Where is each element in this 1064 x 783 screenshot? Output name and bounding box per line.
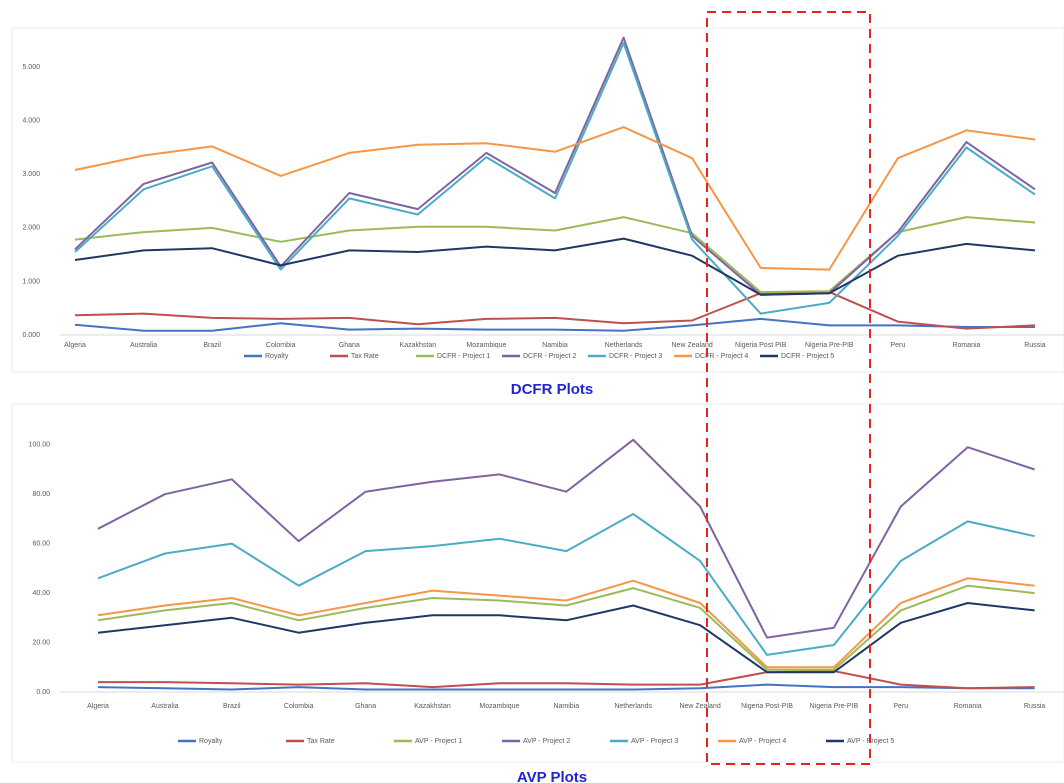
legend-label: AVP - Project 4 (739, 738, 786, 745)
x-tick-label: Mozambique (466, 342, 506, 349)
charts: 0.000 1.000 2.000 3.000 4.000 5.000 Algeria Aus… (22, 36, 1064, 783)
x-tick-label: New Zealand (672, 342, 713, 349)
series-line (74, 126, 1036, 271)
x-tick-label: Australia (130, 342, 157, 349)
y-tick-label: 4.000 (22, 118, 40, 125)
series-line (98, 670, 1035, 690)
series-line (97, 513, 1035, 656)
series-line (97, 602, 1035, 674)
series-line (74, 36, 1036, 296)
legend-label: AVP - Project 2 (523, 738, 570, 745)
y-tick-label: 40.00 (32, 590, 50, 597)
series-line (74, 291, 1036, 330)
legend-label: Tax Rate (307, 738, 335, 745)
x-tick-label: Netherlands (605, 342, 643, 349)
x-tick-label: Nigeria Post PIB (735, 342, 787, 349)
legend-label: Tax Rate (351, 353, 379, 360)
legend-label: DCFR - Project 4 (695, 353, 748, 360)
y-tick-label: 60.00 (32, 540, 50, 547)
x-tick-label: Nigeria Post-PIB (741, 703, 793, 710)
legend-label: DCFR - Project 1 (437, 353, 490, 360)
series-line (97, 683, 1035, 691)
x-tick-label: Namibia (542, 342, 568, 349)
x-tick-label: Russia (1024, 342, 1046, 349)
x-tick-label: Australia (151, 703, 178, 710)
x-tick-label: Colombia (284, 703, 314, 710)
series-line (97, 584, 1035, 671)
x-tick-label: Russia (1024, 703, 1046, 710)
x-tick-label: Algeria (64, 342, 86, 349)
x-tick-label: Nigeria Pre-PIB (805, 342, 854, 349)
x-tick-label: Algeria (87, 703, 109, 710)
x-tick-label: Mozambique (479, 703, 519, 710)
series-line (74, 42, 1036, 315)
legend-label: AVP - Project 3 (631, 738, 678, 745)
x-tick-label: Nigeria Pre-PIB (810, 703, 859, 710)
y-tick-label: 5.000 (22, 64, 40, 71)
x-tick-label: Romania (952, 342, 980, 349)
x-tick-label: Peru (890, 342, 905, 349)
chart-panel (11, 403, 1064, 763)
y-tick-label: 20.00 (32, 639, 50, 646)
chart-panel (11, 27, 1064, 373)
legend-label: AVP - Project 1 (415, 738, 462, 745)
chart-title: AVP Plots (517, 769, 587, 783)
x-tick-label: Colombia (266, 342, 296, 349)
x-tick-label: Kazakhstan (400, 342, 437, 349)
series-line (97, 577, 1035, 669)
y-tick-label: 2.000 (22, 225, 40, 232)
y-tick-label: 0.00 (36, 689, 50, 696)
y-tick-label: 3.000 (22, 171, 40, 178)
x-tick-label: Ghana (339, 342, 360, 349)
y-tick-label: 0.000 (22, 332, 40, 339)
x-tick-label: Kazakhstan (414, 703, 451, 710)
x-tick-label: Netherlands (614, 703, 652, 710)
y-tick-label: 80.00 (32, 491, 50, 498)
x-tick-label: New Zealand (679, 703, 720, 710)
x-tick-label: Namibia (553, 703, 579, 710)
series-line (97, 438, 1035, 639)
legend-label: Royalty (199, 738, 223, 745)
highlight-box (706, 11, 871, 765)
y-tick-label: 100.00 (29, 442, 51, 449)
chart-title: DCFR Plots (511, 381, 594, 398)
series-line (74, 317, 1035, 332)
x-tick-label: Brazil (223, 703, 241, 710)
legend-label: DCFR - Project 3 (609, 353, 662, 360)
y-tick-label: 1.000 (22, 278, 40, 285)
x-tick-label: Brazil (203, 342, 221, 349)
series-line (74, 237, 1036, 296)
legend-label: DCFR - Project 5 (781, 353, 834, 360)
x-tick-label: Romania (954, 703, 982, 710)
x-tick-label: Peru (893, 703, 908, 710)
legend-label: Royalty (265, 353, 289, 360)
x-tick-label: Ghana (355, 703, 376, 710)
legend-label: DCFR - Project 2 (523, 353, 576, 360)
